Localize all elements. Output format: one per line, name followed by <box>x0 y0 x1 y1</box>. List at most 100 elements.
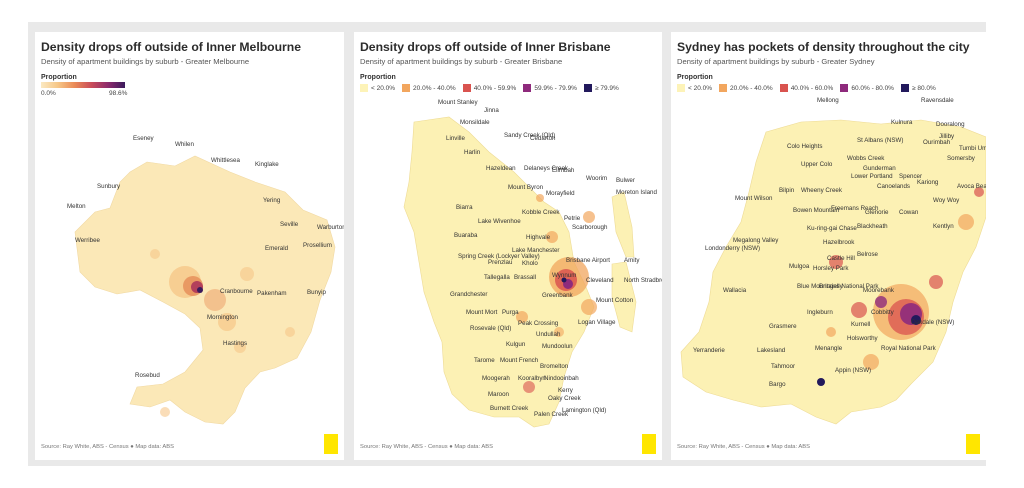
place-label: Castle Hill <box>827 255 855 262</box>
place-label: Prenzlau <box>488 259 513 266</box>
place-label: Lake Wivenhoe <box>478 218 521 225</box>
place-label: Rosevale (Qld) <box>470 325 511 332</box>
place-label: Wallacia <box>723 287 747 294</box>
sydney-region-shape <box>680 119 986 425</box>
sydney-title: Sydney has pockets of density throughout… <box>677 40 970 54</box>
place-label: Royal National Park <box>881 345 937 352</box>
place-label: Spring Creek (Lockyer Valley) <box>458 253 540 260</box>
melbourne-legend-min: 0.0% <box>41 90 56 97</box>
place-label: Wynnum <box>552 272 576 279</box>
place-label: Colo Heights <box>787 143 822 150</box>
legend-swatch <box>402 84 411 92</box>
brisbane-source: Source: Ray White, ABS - Census ● Map da… <box>360 444 494 450</box>
place-label: Kholo <box>522 260 538 267</box>
place-label: Belrose <box>857 251 879 258</box>
legend-swatch <box>677 84 685 92</box>
sydney-subtitle: Density of apartment buildings by suburb… <box>677 57 875 66</box>
place-label: Spencer <box>899 173 922 180</box>
brisbane-legend-title: Proportion <box>360 74 396 81</box>
legend-item: ≥ 79.9% <box>583 84 619 92</box>
place-label: Warburton <box>317 224 344 231</box>
brisbane-subtitle: Density of apartment buildings by suburb… <box>360 57 563 66</box>
ray-white-logo <box>324 434 338 454</box>
place-label: St Albans (NSW) <box>857 137 903 144</box>
legend-swatch <box>840 84 849 92</box>
place-label: Nindooinbah <box>544 375 579 382</box>
place-label: Tallegalla <box>484 274 510 281</box>
brisbane-region-shape <box>403 116 595 428</box>
place-label: Woorim <box>586 175 607 182</box>
place-label: Jinna <box>484 107 499 114</box>
melbourne-legend-gradient <box>41 82 125 88</box>
legend-label: 40.0% - 59.9% <box>473 84 517 92</box>
legend-item: 60.0% - 80.0% <box>840 84 894 92</box>
place-label: Somersby <box>947 155 976 162</box>
place-label: Pakenham <box>257 290 287 297</box>
place-label: Undullah <box>536 331 561 338</box>
place-label: Scarborough <box>572 224 608 231</box>
place-label: Whittlesea <box>211 157 240 164</box>
place-label: Mount Wilson <box>735 195 773 202</box>
place-label: Kulgun <box>506 341 526 348</box>
place-label: Mulgoa <box>789 263 810 270</box>
legend-swatch <box>900 84 909 92</box>
brisbane-legend: < 20.0% 20.0% - 40.0% 40.0% - 59.9% 59.9… <box>360 84 619 92</box>
place-label: Londonderry (NSW) <box>705 245 760 252</box>
legend-label: 20.0% - 40.0% <box>730 84 773 92</box>
place-label: Gunderman <box>863 165 896 172</box>
legend-item: 59.9% - 79.9% <box>523 84 577 92</box>
place-label: Kariong <box>917 179 939 186</box>
place-label: Highvale <box>526 234 551 241</box>
place-label: Oakdale (NSW) <box>911 319 954 326</box>
legend-swatch <box>719 84 728 92</box>
place-label: Appin (NSW) <box>835 367 871 374</box>
place-label: Cranbourne <box>220 288 253 295</box>
melbourne-legend-max: 98.6% <box>109 90 128 97</box>
place-label: Woy Woy <box>933 197 960 204</box>
place-label: Kentlyn <box>933 223 954 230</box>
place-label: Bowen Mountain <box>793 207 840 214</box>
place-label: Delaneys Creek <box>524 165 569 172</box>
stradbroke-island-shape <box>611 261 637 333</box>
place-label: Amity <box>624 257 640 264</box>
place-label: Avoca Beach <box>957 183 986 190</box>
place-label: Morayfield <box>546 190 575 197</box>
place-label: Hastings <box>223 340 247 347</box>
place-label: Moreton Island <box>616 189 657 196</box>
legend-swatch <box>779 84 788 92</box>
place-label: Linville <box>446 135 465 142</box>
place-label: Cowan <box>899 209 919 216</box>
place-label: Blackheath <box>857 223 888 230</box>
place-label: Elimbah <box>552 167 575 174</box>
place-label: Bilpin <box>779 187 795 194</box>
legend-item: 20.0% - 40.0% <box>719 84 773 92</box>
place-label: Lake Manchester <box>512 247 559 254</box>
melbourne-map: Eseney Whilen Whittlesea Kinglake Sunbury Mel… <box>67 135 344 425</box>
legend-swatch <box>583 84 592 92</box>
place-label: Cleveland <box>586 277 614 284</box>
legend-label: < 20.0% <box>688 84 713 92</box>
place-label: Petrie <box>564 215 581 222</box>
figure-canvas: Eseney Whilen Whittlesea Kinglake Sunbury Mel… <box>28 22 986 466</box>
place-label: Mornington <box>207 314 239 321</box>
place-label: Yerranderie <box>693 347 725 354</box>
legend-label: 60.0% - 80.0% <box>851 84 894 92</box>
place-label: Lower Portland <box>851 173 893 180</box>
place-label: Ourimbah <box>923 139 951 146</box>
place-label: Wheeny Creek <box>801 187 843 194</box>
place-label: Mount Stanley <box>438 99 478 106</box>
place-label: Bulwer <box>616 177 635 184</box>
place-label: Canoelands <box>877 183 910 190</box>
place-label: Ravensdale <box>921 97 954 104</box>
place-label: Lamington (Qld) <box>562 407 606 414</box>
place-label: Buaraba <box>454 232 478 239</box>
legend-label: ≥ 79.9% <box>594 84 619 92</box>
place-label: Mount Byron <box>508 184 544 191</box>
brisbane-map: Mount Stanley Jinna Monsildale Linville Sand… <box>403 99 662 428</box>
place-label: Grasmere <box>769 323 797 330</box>
melbourne-subtitle: Density of apartment buildings by suburb… <box>41 57 250 66</box>
ray-white-logo <box>966 434 980 454</box>
melbourne-title: Density drops off outside of Inner Melbo… <box>41 40 302 54</box>
place-label: Purga <box>502 309 519 316</box>
place-label: Jilliby <box>939 133 955 140</box>
